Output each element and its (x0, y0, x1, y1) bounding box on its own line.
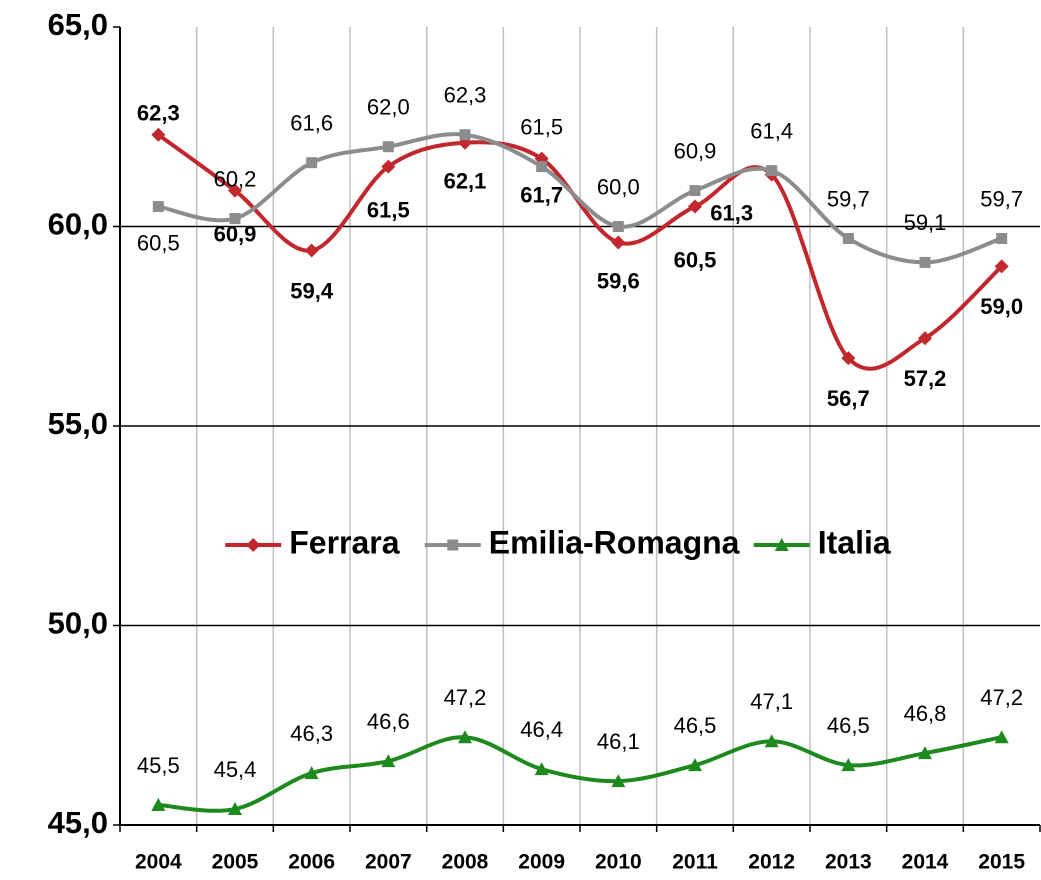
value-label: 47,1 (750, 689, 793, 714)
value-label: 59,7 (980, 186, 1023, 211)
marker (536, 161, 548, 173)
marker (612, 221, 624, 232)
x-tick-label: 2008 (442, 851, 489, 874)
value-label: 46,5 (827, 713, 870, 738)
value-label: 47,2 (444, 685, 487, 710)
value-label: 46,1 (597, 729, 640, 754)
marker (152, 201, 164, 213)
value-label: 62,0 (367, 95, 410, 120)
value-label: 62,3 (444, 83, 487, 108)
marker (918, 746, 932, 760)
value-label: 60,5 (674, 247, 717, 272)
value-label: 47,2 (980, 685, 1023, 710)
value-label: 61,6 (290, 110, 333, 135)
value-label: 45,4 (214, 757, 257, 782)
marker (459, 129, 471, 141)
marker (994, 730, 1009, 744)
value-label: 59,0 (980, 294, 1023, 319)
legend-label: Italia (818, 524, 891, 560)
value-label: 61,3 (710, 200, 753, 225)
legend-marker (246, 538, 261, 552)
marker (381, 754, 396, 768)
x-tick-label: 2015 (978, 851, 1025, 874)
legend-label: Emilia-Romagna (489, 524, 740, 560)
value-label: 59,7 (827, 186, 870, 211)
value-label: 61,4 (750, 118, 793, 143)
marker (382, 141, 394, 153)
y-tick-label: 65,0 (48, 7, 108, 42)
value-label: 46,3 (290, 721, 333, 746)
legend-marker (774, 538, 789, 551)
marker (611, 774, 626, 788)
value-label: 46,5 (674, 713, 717, 738)
marker (766, 165, 778, 177)
y-tick-label: 45,0 (48, 805, 108, 840)
marker (688, 758, 702, 772)
marker (458, 730, 472, 744)
marker (841, 351, 856, 366)
value-label: 60,2 (214, 166, 257, 191)
marker (228, 183, 242, 198)
value-label: 56,7 (827, 386, 870, 411)
value-label: 59,1 (904, 210, 947, 235)
legend-marker (447, 539, 459, 551)
value-label: 61,5 (520, 114, 563, 139)
x-tick-label: 2006 (288, 851, 335, 874)
marker (918, 331, 932, 346)
value-label: 59,6 (597, 268, 640, 293)
x-tick-label: 2012 (748, 851, 795, 874)
x-tick-label: 2010 (595, 851, 642, 874)
marker (381, 159, 396, 174)
marker (304, 766, 319, 780)
marker (229, 213, 241, 225)
y-tick-label: 50,0 (48, 606, 108, 641)
x-tick-label: 2013 (825, 851, 872, 874)
legend-label: Ferrara (289, 524, 400, 560)
y-tick-label: 60,0 (48, 207, 108, 242)
legend: Ferrara Emilia-Romagna Italia (225, 524, 891, 560)
value-label: 60,5 (137, 230, 180, 255)
value-label: 60,9 (674, 138, 717, 163)
value-label: 46,6 (367, 709, 410, 734)
marker (841, 758, 856, 772)
marker (304, 243, 319, 258)
marker (611, 235, 626, 250)
x-tick-label: 2011 (672, 851, 718, 874)
marker (919, 256, 931, 268)
marker (534, 762, 549, 776)
marker (764, 734, 779, 748)
value-label: 61,7 (520, 182, 563, 207)
marker (151, 127, 166, 142)
x-tick-label: 2007 (365, 851, 412, 874)
marker (842, 232, 854, 244)
x-tick-label: 2005 (212, 851, 259, 874)
marker (994, 259, 1009, 274)
value-label: 46,8 (904, 701, 947, 726)
value-label: 59,4 (290, 278, 334, 303)
value-label: 62,1 (444, 169, 487, 194)
value-label: 57,2 (904, 366, 947, 391)
y-tick-label: 55,0 (48, 406, 108, 441)
value-label: 60,0 (597, 174, 640, 199)
marker (689, 185, 701, 197)
marker (306, 157, 318, 169)
marker (688, 199, 702, 214)
value-label: 60,9 (214, 221, 257, 246)
x-tick-label: 2009 (518, 851, 565, 874)
x-tick-label: 2014 (902, 851, 949, 874)
marker (228, 802, 242, 816)
marker (996, 232, 1008, 244)
value-label: 62,3 (137, 101, 180, 126)
marker (151, 798, 166, 812)
series-line (157, 132, 1003, 265)
value-label: 45,5 (137, 753, 180, 778)
x-tick-label: 2004 (135, 851, 182, 874)
value-label: 46,4 (520, 717, 563, 742)
value-label: 61,5 (367, 197, 410, 222)
